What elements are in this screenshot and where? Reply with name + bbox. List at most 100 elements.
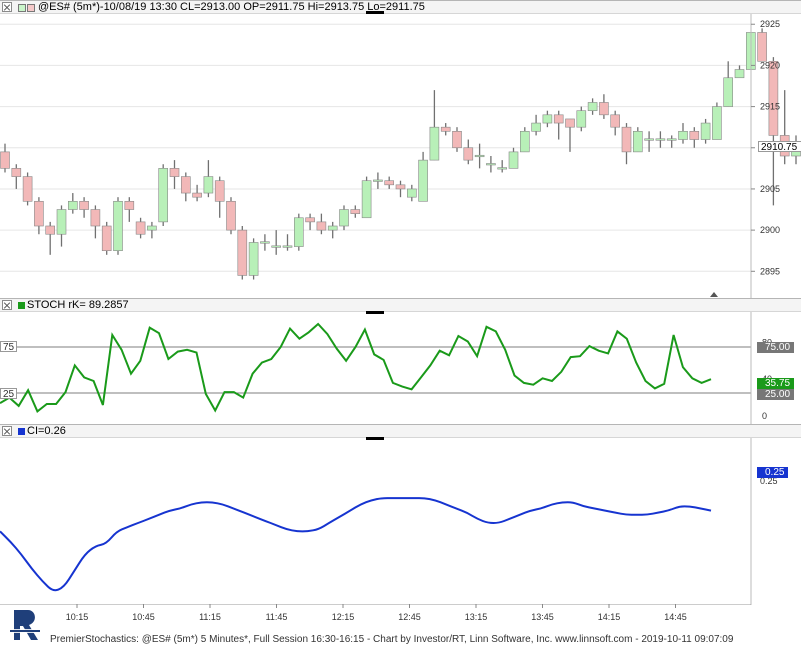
linn-software-logo <box>10 610 40 640</box>
stoch-current-flag: 35.75 <box>757 378 795 389</box>
candle-down <box>452 130 462 149</box>
candle-down <box>135 221 146 235</box>
candle-up <box>508 151 519 169</box>
time-axis-label: 12:45 <box>398 612 421 622</box>
time-axis-label: 14:45 <box>664 612 687 622</box>
candle-up <box>418 159 428 202</box>
candle-up <box>260 241 270 244</box>
candle-up <box>486 163 496 166</box>
close-pane-icon[interactable] <box>2 426 12 436</box>
price-axis-tick: 2905 <box>760 184 780 194</box>
candle-up <box>632 130 643 153</box>
candle-down <box>90 209 101 227</box>
candle-up <box>158 168 168 223</box>
candle-down <box>79 200 89 210</box>
price-axis-tick: 2900 <box>760 225 780 235</box>
candle-up <box>531 122 541 132</box>
candle-up <box>519 130 530 153</box>
price-pane-resize-handle[interactable] <box>366 11 384 14</box>
candle-up <box>339 209 349 227</box>
candle-up <box>248 242 259 276</box>
candle-up <box>282 245 293 248</box>
ci-current-flag: 0.25 <box>757 467 789 478</box>
stoch-lower-flag: 25.00 <box>757 389 795 400</box>
stoch-pane-resize-handle[interactable] <box>366 311 384 314</box>
stoch-left-level-75: 75 <box>0 341 18 353</box>
candle-down <box>316 221 327 231</box>
candle-down <box>214 180 225 202</box>
candle-up <box>474 154 485 158</box>
candle-up <box>644 138 654 141</box>
candle-down <box>101 225 112 252</box>
candle-up <box>712 106 722 140</box>
candle-down <box>169 168 180 177</box>
candle-down <box>565 118 575 128</box>
footer-caption: PremierStochastics: @ES# (5m*) 5 Minutes… <box>50 634 734 645</box>
ci-pane-header: CI=0.26 <box>0 424 801 438</box>
price-chart: 2925292029152910290529002895 <box>0 14 801 298</box>
candle-up <box>429 126 440 161</box>
close-pane-icon[interactable] <box>2 300 12 310</box>
stoch-color-swatch <box>18 302 25 309</box>
price-color-swatch <box>18 4 26 12</box>
candle-up <box>113 200 123 252</box>
candle-up <box>203 176 214 194</box>
time-axis-label: 12:15 <box>332 612 355 622</box>
candle-down <box>22 176 33 202</box>
candle-down <box>34 200 44 227</box>
ci-axis-tick: 0.25 <box>760 476 778 486</box>
candle-up <box>734 69 745 79</box>
price-axis-tick: 2915 <box>760 102 780 112</box>
candle-down <box>237 229 248 276</box>
ci-pane-resize-handle[interactable] <box>366 437 384 440</box>
candle-up <box>497 167 508 170</box>
stoch-pane-header: STOCH rK= 89.2857 <box>0 298 801 312</box>
candle-up <box>723 77 734 107</box>
candle-up <box>327 225 338 231</box>
candle-down <box>463 147 474 161</box>
candle-down <box>599 102 609 116</box>
candle-down <box>124 200 135 210</box>
candle-up <box>655 138 666 141</box>
candle-down <box>610 114 621 128</box>
price-color-swatch-2 <box>27 4 35 12</box>
candle-down <box>384 180 395 186</box>
time-axis-label: 11:15 <box>199 612 221 622</box>
candle-up <box>373 179 383 182</box>
stoch-axis-tick: 0 <box>762 411 767 421</box>
candle-down <box>192 192 202 198</box>
candle-down <box>768 60 779 136</box>
time-axis-label: 11:45 <box>266 612 288 622</box>
time-axis-label: 14:15 <box>598 612 621 622</box>
last-price-flag: 2910.75 <box>758 141 801 153</box>
candle-down <box>181 176 191 194</box>
candle-up <box>406 188 417 198</box>
candle-down <box>689 130 700 140</box>
time-axis: 10:15 10:45 11:15 11:45 12:15 12:45 13:15 13:45… <box>0 604 751 622</box>
price-pane-header: @ES# (5m*)-10/08/19 13:30 CL=2913.00 OP=… <box>0 0 801 14</box>
price-pane-title: @ES# (5m*)-10/08/19 13:30 CL=2913.00 OP=… <box>38 1 425 13</box>
candle-down <box>305 217 315 223</box>
candle-up <box>576 110 587 128</box>
close-pane-icon[interactable] <box>2 2 12 12</box>
candle-down <box>395 184 406 190</box>
candle-up <box>700 122 711 140</box>
candle-down <box>350 209 361 214</box>
candle-down <box>440 126 451 132</box>
candle-down <box>11 168 22 177</box>
candle-down <box>621 126 632 153</box>
candle-down <box>0 151 10 169</box>
candle-up <box>587 102 598 112</box>
stoch-pane-title: STOCH rK= 89.2857 <box>27 299 129 311</box>
stoch-chart: 80400 <box>0 312 772 424</box>
candle-up <box>361 180 372 219</box>
candle-up <box>147 225 157 231</box>
candle-down <box>226 200 236 231</box>
stoch-upper-flag: 75.00 <box>757 342 795 353</box>
time-axis-label: 13:15 <box>465 612 488 622</box>
time-axis-label: 10:45 <box>132 612 155 622</box>
candle-up <box>293 217 304 247</box>
time-axis-label: 10:15 <box>66 612 89 622</box>
candle-up <box>271 245 282 248</box>
price-axis-tick: 2925 <box>760 19 780 29</box>
